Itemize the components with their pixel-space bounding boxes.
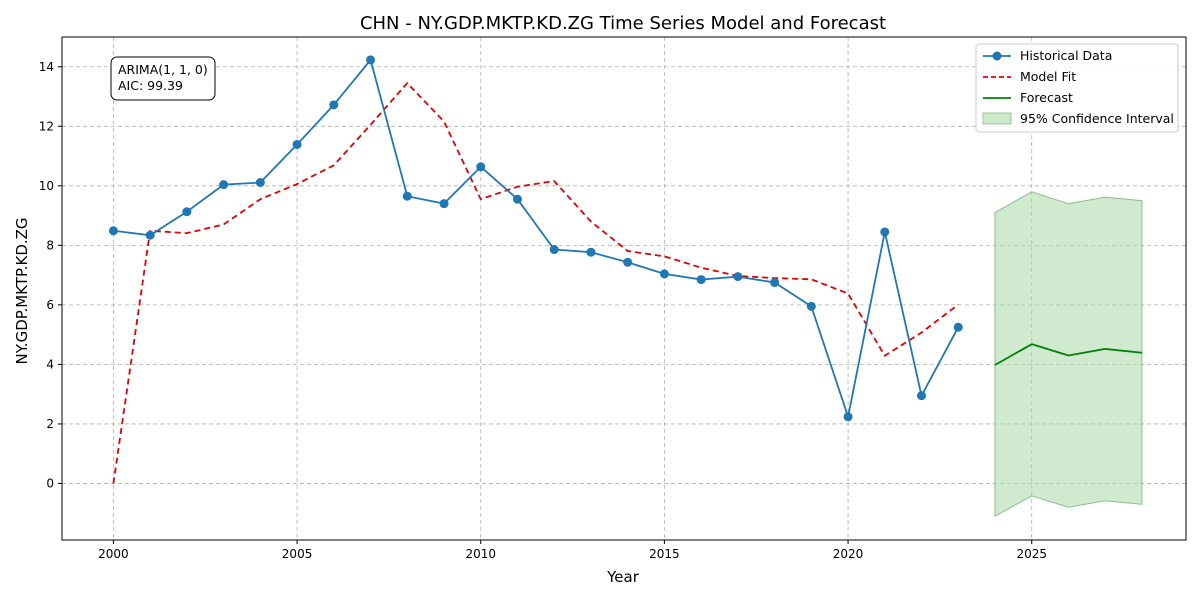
data-point-historical-data [953, 322, 963, 332]
legend-label-historical: Historical Data [1020, 48, 1112, 63]
data-point-historical-data [476, 162, 486, 172]
data-point-historical-data [843, 412, 853, 422]
plot-frame [61, 36, 1187, 541]
legend: Historical Data Model Fit Forecast 95% C… [975, 43, 1179, 133]
series-line-forecast [994, 343, 1143, 366]
data-point-historical-data [402, 191, 412, 201]
legend-box [975, 43, 1179, 133]
data-point-historical-data [512, 194, 522, 204]
data-point-historical-data [586, 247, 596, 257]
data-point-historical-data [329, 100, 339, 110]
data-point-historical-data [255, 178, 265, 188]
y-axis-label: NY.GDP.MKTP.KD.ZG [13, 217, 31, 364]
confidence-interval-layer [994, 191, 1143, 518]
annotation-line-aic: AIC: 99.39 [118, 78, 183, 93]
x-axis-label: Year [606, 568, 640, 586]
y-tick-label: 14 [39, 60, 54, 74]
x-tick-label: 2020 [833, 547, 864, 561]
y-tick-label: 6 [46, 298, 54, 312]
confidence-interval-band [994, 191, 1143, 518]
model-annotation: ARIMA(1, 1, 0) AIC: 99.39 [110, 56, 216, 101]
legend-swatch-confidence-interval [982, 112, 1012, 125]
legend-item-confidence-interval: 95% Confidence Interval [982, 111, 1174, 126]
data-point-historical-data [806, 301, 816, 311]
annotation-box [110, 56, 216, 101]
y-tick-label: 8 [46, 238, 54, 252]
legend-marker-historical [992, 51, 1002, 61]
y-tick-label: 0 [46, 476, 54, 490]
data-point-historical-data [917, 391, 927, 401]
x-tick-label: 2000 [98, 547, 129, 561]
data-point-historical-data [733, 272, 743, 282]
data-point-historical-data [182, 207, 192, 217]
legend-label-confidence-interval: 95% Confidence Interval [1020, 111, 1174, 126]
data-point-historical-data [439, 199, 449, 209]
data-point-historical-data [108, 226, 118, 236]
data-point-historical-data [623, 257, 633, 267]
y-tick-label: 4 [46, 357, 54, 371]
data-point-historical-data [770, 278, 780, 288]
x-tick-label: 2015 [649, 547, 680, 561]
series-line-historical-data [113, 59, 960, 418]
annotation-line-model: ARIMA(1, 1, 0) [118, 62, 208, 77]
x-tick-label: 2025 [1016, 547, 1047, 561]
x-tick-label: 2005 [282, 547, 313, 561]
legend-item-forecast: Forecast [983, 90, 1073, 105]
data-point-historical-data [366, 55, 376, 65]
y-axis-ticks: 0 2 4 6 8 10 12 14 [39, 60, 62, 490]
data-point-historical-data [292, 139, 302, 149]
series-layer [108, 55, 1143, 484]
legend-item-model-fit: Model Fit [983, 69, 1076, 84]
chart-title: CHN - NY.GDP.MKTP.KD.ZG Time Series Mode… [360, 13, 886, 34]
y-tick-label: 10 [39, 179, 54, 193]
y-tick-label: 12 [39, 119, 54, 133]
y-tick-label: 2 [46, 417, 54, 431]
legend-label-forecast: Forecast [1020, 90, 1073, 105]
x-tick-label: 2010 [465, 547, 496, 561]
x-axis-ticks: 2000 2005 2010 2015 2020 2025 [98, 540, 1047, 561]
series-line-model-fit [112, 82, 959, 484]
data-point-historical-data [696, 275, 706, 285]
data-point-historical-data [145, 230, 155, 240]
data-point-historical-data [549, 245, 559, 255]
legend-item-historical: Historical Data [983, 48, 1112, 63]
data-point-historical-data [659, 269, 669, 279]
data-point-historical-data [880, 227, 890, 237]
grid-lines [62, 37, 1186, 540]
data-point-historical-data [219, 180, 229, 190]
legend-label-model-fit: Model Fit [1020, 69, 1076, 84]
